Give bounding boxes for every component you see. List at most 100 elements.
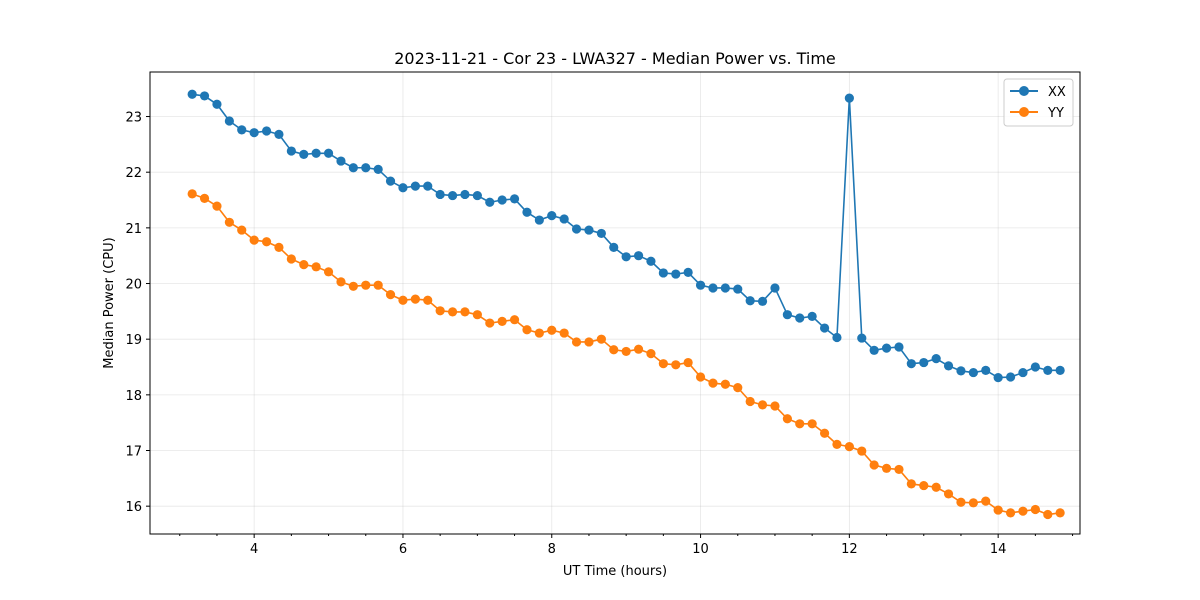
data-point-xx (733, 284, 743, 294)
data-point-yy (336, 277, 346, 287)
data-point-xx (199, 91, 210, 101)
data-point-yy (956, 497, 966, 507)
data-point-yy (782, 414, 792, 424)
data-point-xx (423, 181, 433, 191)
data-point-yy (398, 295, 408, 305)
data-point-yy (187, 189, 197, 199)
data-point-yy (571, 337, 582, 347)
data-point-xx (299, 149, 309, 159)
data-point-yy (720, 379, 730, 389)
data-point-xx (770, 283, 780, 293)
y-tick-label: 23 (125, 111, 142, 126)
data-point-xx (534, 215, 544, 225)
data-point-yy (881, 463, 892, 473)
series-yy (187, 189, 1065, 520)
data-point-xx (844, 93, 854, 103)
data-point-xx (336, 156, 346, 166)
data-point-xx (881, 343, 892, 353)
data-point-yy (819, 428, 830, 438)
data-point-yy (993, 505, 1003, 515)
data-point-xx (447, 190, 458, 201)
data-point-yy (609, 345, 619, 355)
data-point-xx (993, 372, 1003, 383)
legend-marker-yy (1019, 107, 1029, 117)
x-tick-label: 12 (841, 542, 858, 557)
data-point-xx (807, 311, 817, 321)
data-point-yy (423, 295, 433, 305)
data-point-yy (497, 316, 507, 326)
data-point-xx (497, 195, 507, 205)
data-point-yy (299, 259, 309, 270)
data-point-yy (224, 217, 234, 227)
data-point-xx (348, 163, 358, 173)
data-point-yy (534, 328, 544, 338)
data-point-yy (596, 334, 606, 344)
data-point-xx (720, 283, 730, 293)
data-point-xx (224, 116, 234, 126)
data-point-xx (943, 361, 954, 371)
data-point-yy (435, 306, 445, 316)
data-point-yy (807, 419, 817, 429)
data-point-xx (956, 366, 966, 376)
series-layer (187, 89, 1065, 520)
data-point-xx (745, 296, 755, 306)
data-point-yy (757, 400, 768, 410)
data-point-yy (844, 442, 854, 452)
data-point-yy (894, 464, 904, 475)
data-point-yy (1055, 508, 1065, 518)
legend-marker-xx (1019, 86, 1029, 96)
data-point-yy (671, 360, 681, 370)
data-point-yy (584, 337, 594, 347)
data-point-xx (931, 354, 941, 364)
data-point-yy (472, 310, 482, 320)
data-point-xx (782, 310, 792, 320)
data-point-xx (869, 345, 879, 355)
data-point-yy (968, 498, 978, 508)
x-tick-label: 6 (399, 542, 407, 557)
data-point-yy (943, 489, 954, 499)
data-point-xx (435, 189, 445, 200)
data-point-xx (1005, 372, 1016, 382)
data-point-yy (981, 496, 991, 506)
y-tick-label: 18 (125, 389, 142, 404)
data-point-xx (1055, 365, 1065, 375)
data-point-xx (683, 267, 693, 277)
x-axis-label: UT Time (hours) (563, 564, 667, 579)
y-tick-label: 16 (125, 500, 142, 515)
data-point-yy (658, 359, 668, 369)
data-point-xx (832, 332, 842, 343)
data-point-yy (733, 383, 743, 393)
data-point-yy (919, 480, 929, 491)
data-point-xx (671, 269, 681, 279)
data-point-yy (906, 479, 916, 489)
data-point-yy (857, 446, 867, 456)
data-point-xx (906, 359, 916, 369)
data-point-yy (348, 281, 358, 291)
data-point-xx (286, 146, 296, 156)
data-point-xx (857, 333, 867, 343)
data-point-yy (286, 254, 296, 264)
x-tick-label: 8 (548, 542, 556, 557)
data-point-yy (410, 294, 420, 304)
data-point-xx (658, 268, 668, 278)
data-point-yy (199, 193, 210, 203)
data-point-xx (373, 164, 383, 175)
x-tick-label: 10 (692, 542, 709, 557)
data-point-yy (361, 280, 371, 290)
data-point-xx (894, 342, 904, 352)
data-point-yy (385, 290, 396, 300)
x-axis-ticks: 4 6 8 10 12 14 (250, 534, 1006, 557)
data-point-yy (274, 242, 284, 252)
data-point-yy (1043, 509, 1053, 520)
data-point-yy (237, 225, 247, 235)
data-point-yy (485, 318, 495, 328)
data-point-yy (621, 346, 631, 357)
data-point-yy (832, 439, 842, 449)
data-point-xx (646, 256, 656, 266)
data-point-yy (708, 378, 718, 388)
data-point-xx (237, 125, 247, 135)
data-point-xx (621, 252, 631, 262)
data-point-xx (460, 189, 470, 200)
x-tick-label: 4 (250, 542, 258, 557)
